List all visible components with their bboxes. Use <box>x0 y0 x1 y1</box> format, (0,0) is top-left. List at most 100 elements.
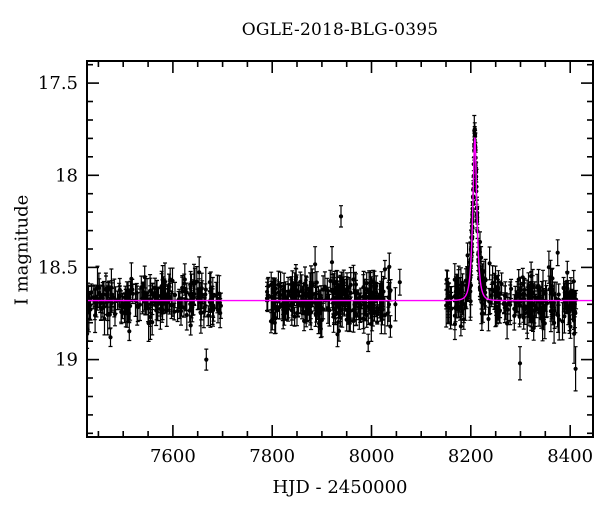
data-point <box>528 308 533 313</box>
data-point <box>330 289 335 294</box>
data-point <box>105 294 110 299</box>
data-point <box>265 293 270 298</box>
data-point <box>313 262 318 267</box>
data-point <box>104 300 109 305</box>
data-point <box>361 285 366 290</box>
data-point <box>286 289 291 294</box>
data-point <box>122 310 127 315</box>
data-point <box>194 279 199 284</box>
data-point <box>169 303 174 308</box>
data-point <box>386 285 391 290</box>
data-point <box>571 295 577 300</box>
data-point <box>369 321 374 326</box>
data-point <box>276 290 281 295</box>
data-point <box>446 305 451 310</box>
data-point <box>276 282 281 287</box>
data-point <box>313 291 318 296</box>
data-point <box>372 285 377 291</box>
data-point <box>481 269 487 274</box>
data-point <box>218 311 223 316</box>
data-point <box>481 281 486 286</box>
data-point <box>293 277 298 282</box>
data-point <box>112 295 117 301</box>
axis-ticks <box>87 61 593 437</box>
error-bars <box>87 114 579 392</box>
data-point <box>535 285 540 290</box>
data-point <box>486 316 491 322</box>
data-point <box>461 302 466 307</box>
data-point <box>127 329 132 334</box>
data-point <box>364 281 369 286</box>
data-point <box>204 357 209 362</box>
data-point <box>338 315 343 320</box>
data-point <box>571 279 576 284</box>
data-point <box>521 315 526 320</box>
data-point <box>547 287 552 292</box>
data-point <box>351 318 356 324</box>
data-point <box>97 290 102 296</box>
data-point <box>562 314 567 319</box>
data-point <box>292 292 297 297</box>
data-point <box>156 293 161 299</box>
data-point <box>550 312 555 317</box>
data-point <box>561 286 566 291</box>
data-point <box>473 134 478 139</box>
data-point <box>314 280 319 285</box>
data-point <box>207 280 212 285</box>
data-point <box>348 282 353 287</box>
data-point <box>335 332 340 337</box>
data-point <box>101 292 106 297</box>
x-tick-label: 8000 <box>349 446 395 467</box>
data-point <box>210 308 216 313</box>
data-point <box>386 295 391 300</box>
data-point <box>316 311 321 316</box>
data-point <box>310 283 315 288</box>
data-point <box>296 293 301 298</box>
data-point <box>100 295 105 300</box>
data-point <box>463 305 468 310</box>
data-point <box>521 291 527 296</box>
data-point <box>530 318 536 323</box>
data-point <box>298 279 303 284</box>
data-point <box>95 284 100 290</box>
data-point <box>505 301 510 306</box>
data-point <box>387 289 392 294</box>
data-point <box>273 291 278 296</box>
data-point <box>516 277 521 282</box>
data-point <box>565 270 570 275</box>
data-point <box>525 310 530 315</box>
data-point <box>134 290 139 296</box>
data-point <box>292 314 297 319</box>
data-point <box>493 275 498 280</box>
data-point <box>175 308 180 314</box>
data-point <box>302 281 308 286</box>
data-point <box>277 304 282 310</box>
data-point <box>99 306 104 311</box>
data-point <box>182 281 187 286</box>
data-point <box>203 287 208 292</box>
data-point <box>375 308 380 313</box>
x-tick-label: 8400 <box>547 446 593 467</box>
data-point <box>146 321 151 326</box>
data-point <box>530 283 535 288</box>
data-point <box>540 305 545 310</box>
data-point <box>290 301 295 306</box>
data-point <box>308 290 313 295</box>
data-point <box>184 290 189 295</box>
data-point <box>550 276 555 281</box>
data-point <box>560 319 565 324</box>
x-tick-label: 7600 <box>150 446 196 467</box>
data-point <box>210 294 215 299</box>
data-point <box>200 292 205 297</box>
data-point <box>139 285 144 290</box>
data-point <box>217 300 222 305</box>
data-point <box>94 304 99 309</box>
data-point <box>135 305 140 310</box>
data-point <box>565 286 570 291</box>
data-point <box>357 309 362 314</box>
data-point <box>529 274 534 279</box>
data-point <box>351 308 356 313</box>
data-point <box>152 286 158 291</box>
data-point <box>188 293 193 299</box>
data-point <box>358 302 363 308</box>
